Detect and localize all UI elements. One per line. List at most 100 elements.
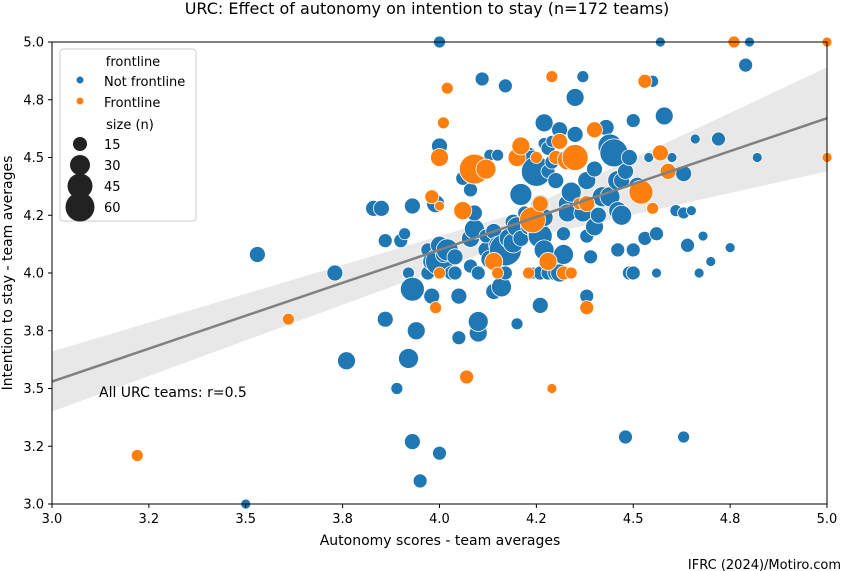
point-not-frontline-45 [474, 71, 490, 87]
legend-size-marker [67, 173, 93, 199]
point-not-frontline-116 [610, 242, 626, 258]
point-frontline-10 [459, 369, 475, 385]
point-frontline-17 [522, 266, 536, 280]
point-frontline-9 [453, 201, 473, 221]
point-not-frontline-1 [248, 246, 266, 263]
legend-size-label: 15 [104, 138, 121, 153]
legend-box [59, 48, 197, 222]
y-tick-label: 3.8 [23, 324, 44, 339]
point-not-frontline-12 [398, 348, 419, 369]
point-not-frontline-14 [399, 276, 425, 302]
point-not-frontline-62 [510, 317, 524, 331]
point-not-frontline-44 [470, 265, 486, 281]
x-tick-label: 4.2 [526, 512, 547, 527]
point-not-frontline-10 [398, 227, 412, 241]
point-not-frontline-95 [560, 181, 582, 203]
legend-size-label: 60 [104, 201, 121, 216]
point-frontline-37 [651, 144, 669, 162]
y-tick-label: 5.0 [23, 36, 44, 51]
point-not-frontline-120 [618, 429, 633, 445]
point-frontline-5 [430, 148, 449, 167]
point-not-frontline-16 [406, 321, 426, 341]
point-not-frontline-100 [576, 70, 590, 84]
point-frontline-4 [433, 266, 446, 280]
point-frontline-8 [440, 81, 454, 95]
source-credit: IFRC (2024)/Motiro.com [688, 558, 841, 571]
y-tick-label: 3.2 [23, 440, 44, 455]
x-tick-label: 4.8 [720, 512, 741, 527]
point-not-frontline-143 [697, 230, 709, 242]
y-tick-label: 3.5 [23, 382, 44, 397]
y-tick-label: 4.8 [23, 93, 44, 108]
point-frontline-28 [564, 266, 578, 280]
point-frontline-2 [424, 189, 440, 205]
point-not-frontline-7 [376, 310, 394, 328]
y-tick-label: 4.0 [23, 267, 44, 282]
point-not-frontline-92 [556, 226, 571, 242]
point-not-frontline-139 [680, 237, 695, 253]
point-not-frontline-34 [451, 330, 467, 346]
point-not-frontline-2 [326, 264, 344, 282]
point-not-frontline-55 [491, 276, 512, 298]
point-not-frontline-131 [651, 267, 662, 279]
point-not-frontline-37 [463, 182, 478, 198]
point-not-frontline-17 [412, 473, 428, 489]
x-axis-ticks: 3.0 3.2 3.5 3.8 4.0 4.2 4.5 4.8 5.0 [42, 504, 838, 527]
y-tick-label: 3.0 [23, 498, 44, 513]
point-not-frontline-97 [565, 88, 585, 107]
point-frontline-29 [561, 144, 589, 171]
point-not-frontline-149 [751, 152, 763, 163]
point-not-frontline-104 [583, 249, 599, 265]
point-not-frontline-147 [738, 57, 754, 73]
y-axis-ticks: 3.0 3.2 3.5 3.8 4.0 4.2 4.5 4.8 5.0 [23, 36, 52, 513]
point-not-frontline-141 [689, 133, 701, 145]
point-not-frontline-146 [724, 242, 736, 253]
regression-line [51, 117, 828, 383]
point-not-frontline-121 [620, 149, 638, 166]
point-not-frontline-138 [677, 430, 691, 444]
legend: frontline Not frontline Frontline size (… [59, 48, 197, 222]
legend-size-entries: 15 30 45 60 [65, 137, 121, 222]
point-not-frontline-144 [705, 256, 717, 267]
point-not-frontline-145 [711, 131, 726, 147]
point-not-frontline-57 [497, 78, 513, 94]
point-not-frontline-31 [446, 248, 464, 266]
x-tick-label: 4.5 [623, 512, 644, 527]
point-not-frontline-133 [654, 106, 674, 126]
y-axis-label: Intention to stay - team averages [0, 156, 16, 391]
x-tick-label: 5.0 [817, 512, 838, 527]
point-not-frontline-142 [693, 267, 705, 279]
data-points-layer [130, 35, 833, 510]
point-frontline-7 [436, 116, 450, 130]
point-frontline-12 [475, 158, 497, 180]
point-not-frontline-123 [625, 242, 641, 258]
x-tick-label: 3.2 [139, 512, 160, 527]
point-not-frontline-43 [467, 311, 489, 332]
x-tick-label: 3.0 [42, 512, 63, 527]
point-frontline-22 [545, 70, 559, 84]
point-frontline-16 [511, 136, 531, 156]
point-not-frontline-8 [390, 382, 404, 395]
y-tick-label: 4.5 [23, 151, 44, 166]
point-not-frontline-15 [403, 433, 421, 451]
point-frontline-3 [429, 301, 443, 315]
point-not-frontline-87 [547, 172, 565, 190]
point-frontline-23 [546, 383, 558, 394]
point-frontline-21 [538, 252, 558, 271]
x-tick-label: 4.0 [429, 512, 450, 527]
point-not-frontline-106 [586, 160, 603, 178]
point-frontline-20 [531, 195, 549, 213]
legend-size-marker [70, 155, 90, 175]
point-not-frontline-119 [617, 162, 634, 180]
legend-size-label: 45 [104, 180, 121, 195]
point-frontline-0 [130, 449, 144, 462]
point-not-frontline-53 [491, 148, 505, 162]
point-not-frontline-76 [531, 296, 549, 314]
point-not-frontline-125 [625, 265, 641, 281]
chart-title: URC: Effect of autonomy on intention to … [185, 0, 670, 18]
x-tick-label: 3.5 [235, 512, 256, 527]
point-frontline-1 [281, 312, 295, 326]
legend-label-not-frontline: Not frontline [104, 75, 185, 90]
